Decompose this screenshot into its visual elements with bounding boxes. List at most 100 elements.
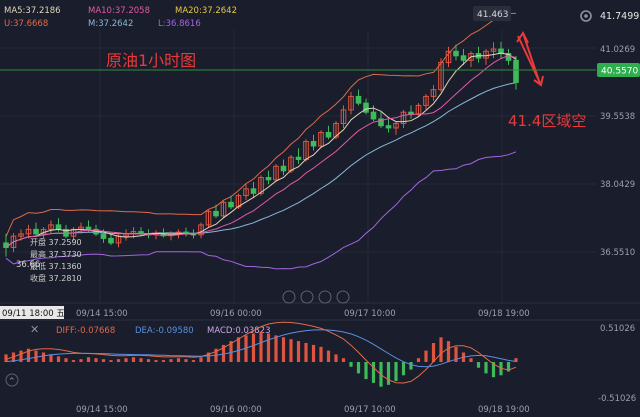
y-axis: 41.0269 39.5538 38.0429 36.5510 xyxy=(600,45,635,258)
candle-body xyxy=(280,165,287,172)
candle-body xyxy=(400,111,407,124)
candle-body xyxy=(295,156,302,161)
candle-body xyxy=(25,228,32,235)
macd-x-tick: 09/14 15:00 xyxy=(76,405,128,415)
macd-bar xyxy=(116,359,121,362)
settings-icon[interactable] xyxy=(580,10,592,22)
candle-body xyxy=(513,59,519,83)
macd-bar xyxy=(371,362,376,383)
macd-bar xyxy=(4,354,8,362)
ohlc-box: 开盘 37.2590 最高 37.3730 最低 37.1360 收盘 37.2… xyxy=(30,237,82,283)
candle-body xyxy=(460,55,467,61)
candle-body xyxy=(63,228,69,237)
macd-bar xyxy=(101,359,106,362)
macd-bar xyxy=(229,341,233,362)
ohlc-low: 最低 37.1360 xyxy=(30,261,82,271)
x-tick: 09/17 10:00 xyxy=(344,309,396,319)
macd-x-tick: 09/17 10:00 xyxy=(344,405,396,415)
zoom-out-icon[interactable] xyxy=(300,290,314,304)
boll-lower-label: L:36.8616 xyxy=(158,19,201,29)
macd-bar xyxy=(364,362,368,380)
macd-bar xyxy=(274,335,278,362)
x-tick: 09/16 00:00 xyxy=(210,309,262,319)
macd-bar xyxy=(401,362,406,376)
candle-body xyxy=(318,131,324,147)
candle-body xyxy=(228,201,234,208)
candle-body xyxy=(378,118,384,127)
settings-icon-core xyxy=(584,14,588,18)
candle-body xyxy=(468,53,474,61)
boll-mid-line xyxy=(5,82,517,248)
ma5-label: MA5:37.2186 xyxy=(4,6,61,16)
zoom-in-icon[interactable] xyxy=(318,290,332,304)
macd-bar xyxy=(514,358,518,362)
high-marker-box xyxy=(473,6,511,21)
boll-lower-line xyxy=(5,151,517,270)
candle-body xyxy=(370,111,377,120)
price-tag xyxy=(597,63,640,77)
moving-averages xyxy=(5,52,517,248)
macd-bar xyxy=(244,335,248,362)
close-icon[interactable]: ✕ xyxy=(30,323,39,336)
candle-body xyxy=(33,228,39,235)
candle-body xyxy=(220,201,227,217)
candle-body xyxy=(48,224,54,230)
chevron-left-icon[interactable] xyxy=(282,290,296,304)
candle-body xyxy=(393,122,399,129)
candle-body xyxy=(10,235,17,248)
candle-body xyxy=(243,188,249,197)
macd-bar xyxy=(154,360,158,362)
candle-body xyxy=(430,89,437,97)
macd-bar xyxy=(236,337,241,362)
low-marker-label: 36.66 xyxy=(16,260,40,270)
macd-bar xyxy=(184,359,188,362)
boll-mid-label: M:37.2642 xyxy=(88,19,133,29)
macd-bar xyxy=(334,354,338,362)
y-tick: 36.5510 xyxy=(600,248,635,258)
down-arrow xyxy=(517,35,542,86)
macd-bar xyxy=(41,352,46,362)
chevron-up-icon[interactable]: ⌃ xyxy=(8,377,16,387)
chart-title-annotation: 原油1小时图 xyxy=(106,51,196,70)
ohlc-close: 收盘 37.2810 xyxy=(30,273,82,283)
candle-body xyxy=(258,177,264,194)
main-legend: MA5:37.2186 MA10:37.2058 MA20:37.2642 U:… xyxy=(4,6,237,29)
macd-bar xyxy=(176,358,181,362)
high-marker-label: 41.463 xyxy=(477,10,509,20)
macd-bar xyxy=(424,350,428,362)
macd-bar xyxy=(439,337,443,362)
candle-body xyxy=(108,237,114,244)
down-arrowhead xyxy=(533,75,544,87)
candle-body xyxy=(348,95,354,111)
macd-bar xyxy=(109,360,113,362)
x-tick: 09/14 15:00 xyxy=(76,309,128,319)
candle-body xyxy=(333,122,339,138)
macd-legend: DIFF:-0.07668 DEA:-0.09580 MACD:0.03823 xyxy=(56,326,271,336)
y-tick: 41.0269 xyxy=(600,45,635,55)
macd-bar xyxy=(446,341,451,362)
dea-label: DEA:-0.09580 xyxy=(135,326,194,336)
macd-bar xyxy=(491,362,496,378)
x-tick: 09/18 19:00 xyxy=(478,309,530,319)
candle-body xyxy=(340,109,347,124)
macd-bar xyxy=(311,344,316,362)
y-tick: 39.5538 xyxy=(600,112,635,122)
ohlc-high: 最高 37.3730 xyxy=(30,249,82,259)
macd-bar xyxy=(349,362,353,367)
zoom-toolbar xyxy=(282,290,350,304)
macd-bar xyxy=(79,359,83,362)
macd-bar xyxy=(356,362,361,374)
zoom-icon[interactable] xyxy=(5,373,19,387)
macd-bar xyxy=(296,341,301,362)
macd-x-tick: 09/16 00:00 xyxy=(210,405,262,415)
chevron-right-icon[interactable] xyxy=(336,290,350,304)
ma20-label: MA20:37.2642 xyxy=(175,6,237,16)
candle-body xyxy=(55,224,62,230)
boll-upper-label: U:37.6668 xyxy=(4,19,48,29)
macd-bar xyxy=(94,358,98,362)
candle-body xyxy=(85,226,92,230)
macd-bar xyxy=(124,358,128,362)
macd-bar xyxy=(146,359,151,362)
macd-bar xyxy=(431,343,436,362)
